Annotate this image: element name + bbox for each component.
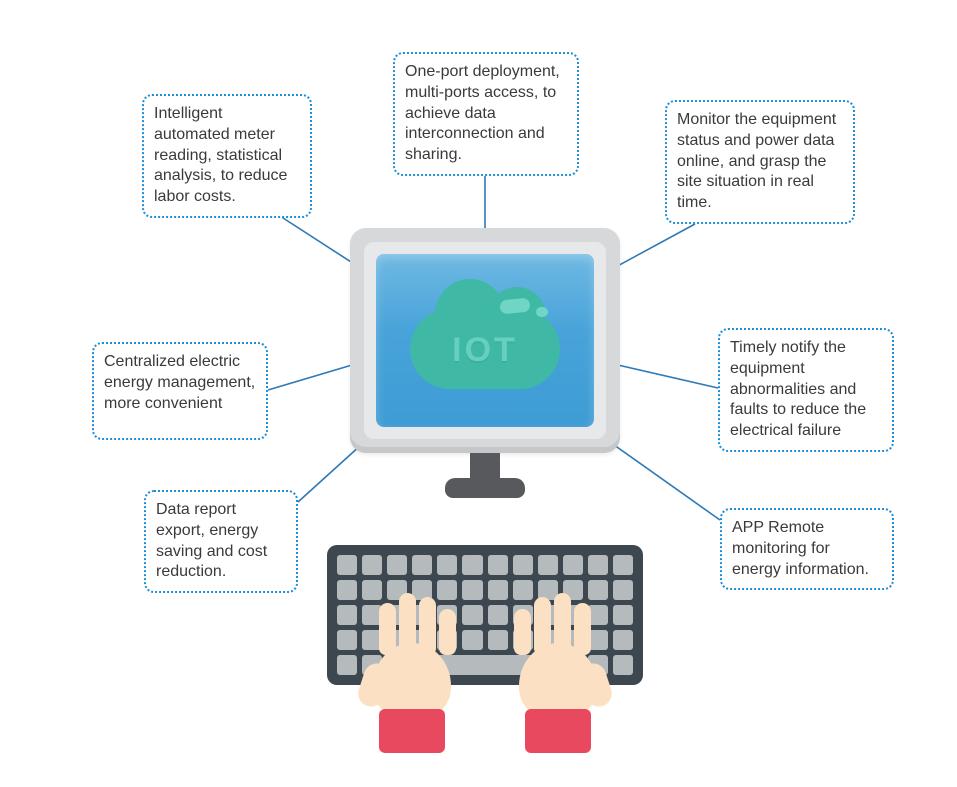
- callout-text: Timely notify the equipment abnormalitie…: [730, 339, 866, 439]
- callout-bot_left: Data report export, energy saving and co…: [144, 490, 298, 593]
- keyboard-key: [387, 555, 407, 575]
- keyboard-key: [613, 630, 633, 650]
- callout-text: Monitor the equipment status and power d…: [677, 111, 836, 211]
- callout-top_left: Intelligent automated meter reading, sta…: [142, 94, 312, 218]
- keyboard-key: [462, 605, 482, 625]
- connector-mid_left: [268, 365, 352, 390]
- right-hand: [505, 585, 615, 755]
- monitor-screen: IOT: [376, 254, 594, 427]
- iot-computer-illustration: IOT: [350, 228, 620, 538]
- keyboard-key: [588, 555, 608, 575]
- cloud-icon: IOT: [410, 309, 560, 389]
- keyboard-key: [613, 605, 633, 625]
- cloud-label: IOT: [410, 331, 560, 370]
- callout-top_center: One-port deployment, multi-ports access,…: [393, 52, 579, 176]
- callout-text: Intelligent automated meter reading, sta…: [154, 105, 287, 205]
- keyboard-key: [488, 555, 508, 575]
- monitor-stand-base: [445, 478, 525, 498]
- connector-mid_right: [618, 365, 718, 388]
- callout-mid_left: Centralized electric energy management, …: [92, 342, 268, 440]
- left-hand: [355, 585, 465, 755]
- keyboard-key: [462, 630, 482, 650]
- keyboard-key: [412, 555, 432, 575]
- callout-bot_right: APP Remote monitoring for energy informa…: [720, 508, 894, 590]
- keyboard-key: [613, 580, 633, 600]
- keyboard-key: [563, 555, 583, 575]
- keyboard-key: [513, 555, 533, 575]
- callout-top_right: Monitor the equipment status and power d…: [665, 100, 855, 224]
- keyboard-key: [337, 555, 357, 575]
- callout-text: Centralized electric energy management, …: [104, 353, 255, 412]
- keyboard-key: [362, 555, 382, 575]
- keyboard-key: [613, 555, 633, 575]
- callout-text: APP Remote monitoring for energy informa…: [732, 519, 869, 578]
- callout-text: One-port deployment, multi-ports access,…: [405, 63, 560, 163]
- keyboard-and-hands: [327, 545, 643, 755]
- keyboard-key: [613, 655, 633, 675]
- callout-mid_right: Timely notify the equipment abnormalitie…: [718, 328, 894, 452]
- keyboard-key: [462, 580, 482, 600]
- keyboard-key: [538, 555, 558, 575]
- keyboard-key: [462, 555, 482, 575]
- infographic-stage: One-port deployment, multi-ports access,…: [0, 0, 957, 787]
- keyboard-key: [437, 555, 457, 575]
- callout-text: Data report export, energy saving and co…: [156, 501, 267, 580]
